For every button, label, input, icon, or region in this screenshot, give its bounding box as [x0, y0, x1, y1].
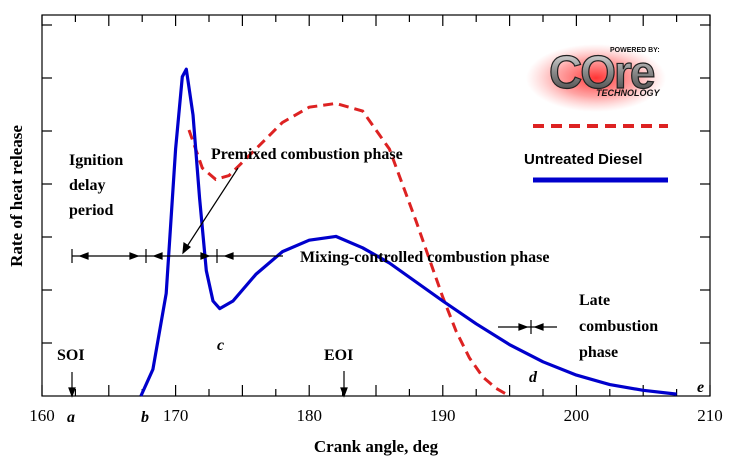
arrow-head [533, 323, 544, 331]
series-line-treated [187, 101, 511, 398]
logo-main-text: COre [549, 46, 655, 98]
legend-label-untreated-diesel: Untreated Diesel [524, 151, 642, 168]
logo-subtitle: TECHNOLOGY [596, 88, 660, 98]
point-e-label: e [697, 379, 704, 396]
soi-label: SOI [57, 347, 85, 364]
premixed-pointer [185, 167, 239, 249]
x-tick-label: 180 [296, 406, 322, 425]
eoi-label: EOI [324, 347, 353, 364]
late-phase-label-3: phase [579, 344, 618, 361]
ignition-delay-label-1: Ignition [69, 152, 123, 169]
soi-arrow-head [68, 387, 76, 398]
legend: Untreated Diesel [524, 124, 668, 183]
axis-marker-a: a [67, 409, 75, 426]
eoi-arrow-head [340, 387, 348, 398]
x-tick-label: 200 [564, 406, 590, 425]
point-d-label: d [529, 369, 538, 386]
x-tick-label: 160 [29, 406, 55, 425]
arrow-head [78, 252, 89, 260]
late-phase-label-2: combustion [579, 318, 658, 335]
mixing-controlled-phase-label: Mixing-controlled combustion phase [300, 249, 550, 266]
late-phase-label-1: Late [579, 292, 610, 309]
core-technology-logo: COre POWERED BY: TECHNOLOGY [526, 44, 666, 112]
x-tick-label: 210 [697, 406, 723, 425]
axis-marker-b: b [141, 409, 149, 426]
x-axis-label: Crank angle, deg [314, 437, 439, 456]
arrow-head [200, 252, 211, 260]
premixed-phase-label: Premixed combustion phase [211, 146, 403, 163]
arrow-head [223, 252, 234, 260]
logo-powered-by: POWERED BY: [610, 47, 660, 54]
x-tick-label: 190 [430, 406, 456, 425]
series-line-untreated-diesel [139, 67, 677, 397]
arrow-head [129, 252, 140, 260]
logo-glow [526, 44, 666, 112]
point-c-label: c [217, 337, 224, 354]
arrow-head [152, 252, 163, 260]
phase-markers [68, 167, 557, 398]
ignition-delay-label-3: period [69, 202, 114, 219]
x-tick-label: 170 [163, 406, 189, 425]
premixed-pointer-head [182, 241, 191, 255]
x-tick-labels: 160 170 180 190 200 210 [29, 406, 723, 425]
ignition-delay-label-2: delay [69, 177, 105, 194]
arrow-head [518, 323, 529, 331]
y-axis-label: Rate of heat release [7, 125, 26, 267]
